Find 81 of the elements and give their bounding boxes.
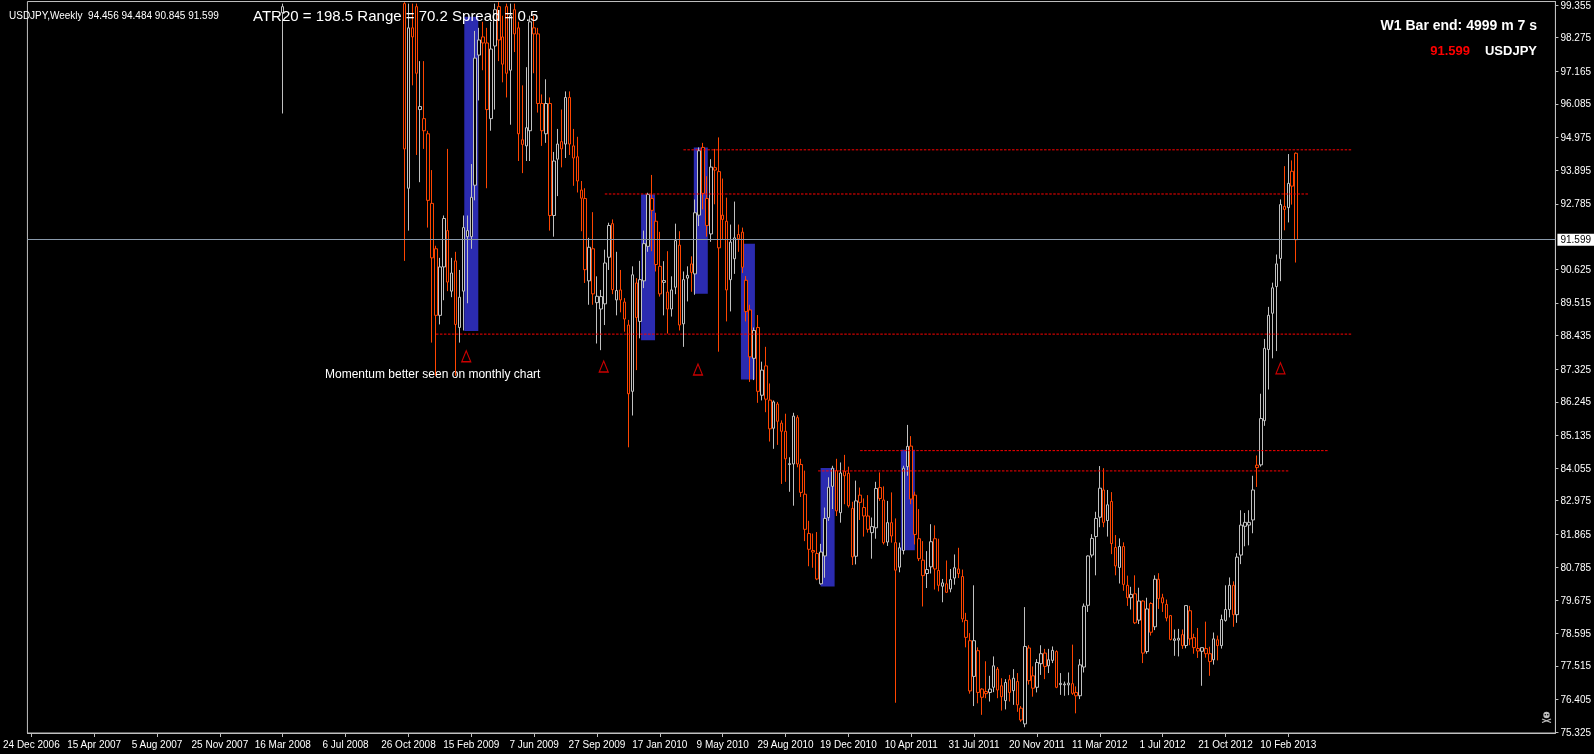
candlestick <box>611 218 614 295</box>
candlestick <box>894 517 897 704</box>
x-tick-label: 17 Jan 2010 <box>632 738 688 750</box>
x-tick-label: 20 Nov 2011 <box>1008 738 1066 750</box>
y-tick-label: 93.895 <box>1560 164 1592 176</box>
candlestick <box>854 480 858 565</box>
x-tick-label: 21 Oct 2012 <box>1198 738 1254 750</box>
candlestick <box>776 401 779 446</box>
y-tick-label: 99.355 <box>1560 0 1592 11</box>
candlestick <box>725 197 728 322</box>
candlestick <box>792 412 795 507</box>
y-tick-label: 97.165 <box>1560 65 1592 77</box>
y-tick-label: 92.785 <box>1560 198 1592 210</box>
y-tick-label: 81.865 <box>1560 528 1592 540</box>
candlestick <box>1004 678 1007 710</box>
x-tick-label: 10 Apr 2011 <box>884 738 939 750</box>
candlestick <box>784 413 787 483</box>
candlestick <box>1177 628 1180 657</box>
candlestick <box>615 251 618 316</box>
x-tick-label: 29 Aug 2010 <box>757 738 815 750</box>
candlestick <box>1043 648 1047 680</box>
candlestick <box>568 90 571 156</box>
candlestick <box>1110 491 1113 555</box>
y-tick-label: 89.515 <box>1560 297 1592 309</box>
x-tick-label: 27 Sep 2009 <box>568 738 626 750</box>
candlestick <box>1122 541 1125 592</box>
candlestick <box>1294 151 1298 264</box>
ref-line-label: 91.599 <box>1560 234 1592 246</box>
x-tick-label: 5 Aug 2007 <box>131 738 183 750</box>
x-tick-label: 16 Mar 2008 <box>254 738 312 750</box>
y-tick-label: 76.405 <box>1560 694 1592 706</box>
y-tick-label: 84.055 <box>1560 462 1592 474</box>
x-tick-label: 11 Mar 2012 <box>1072 738 1128 750</box>
y-tick-label: 87.325 <box>1560 363 1592 375</box>
candlestick <box>756 314 760 404</box>
candlestick <box>650 174 654 252</box>
y-tick-label: 85.135 <box>1560 429 1592 441</box>
x-tick-label: 7 Jun 2009 <box>509 738 560 750</box>
x-tick-label: 26 Oct 2008 <box>381 738 437 750</box>
x-tick-label: 24 Dec 2006 <box>2 738 61 750</box>
candlestick <box>972 584 976 707</box>
y-tick-label: 96.085 <box>1560 98 1592 110</box>
candlestick <box>666 250 669 335</box>
y-tick-label: 82.975 <box>1560 495 1592 507</box>
y-tick-label: 98.275 <box>1560 32 1592 44</box>
candlestick <box>717 136 721 353</box>
annotation: Momentum better seen on monthly chart <box>325 367 542 381</box>
y-tick-label: 77.515 <box>1560 660 1592 672</box>
candlestick <box>815 531 819 581</box>
x-tick-label: 25 Nov 2007 <box>191 738 249 750</box>
x-tick-label: 31 Jul 2011 <box>948 738 1000 750</box>
y-tick-label: 79.675 <box>1560 595 1592 607</box>
candlestick <box>890 491 893 544</box>
candlestick <box>1133 574 1137 625</box>
y-tick-label: 90.625 <box>1560 263 1592 275</box>
y-tick-label: 88.435 <box>1560 329 1592 341</box>
candlestick <box>741 227 744 274</box>
candlestick <box>623 297 626 333</box>
candlestick <box>1271 282 1274 359</box>
candlestick <box>933 524 937 591</box>
x-tick-label: 15 Feb 2009 <box>443 738 500 750</box>
y-tick-label: 80.785 <box>1560 561 1592 573</box>
candlestick <box>1184 605 1188 649</box>
x-tick-label: 10 Feb 2013 <box>1260 738 1317 750</box>
y-tick-label: 78.595 <box>1560 627 1592 639</box>
annotation: USDJPY <box>1484 43 1538 58</box>
candlestick <box>1275 254 1278 352</box>
candlestick <box>686 265 689 302</box>
annotation: 91.599 <box>1430 43 1470 58</box>
x-tick-label: 19 Dec 2010 <box>820 738 878 750</box>
x-tick-label: 15 Apr 2007 <box>67 738 122 750</box>
y-tick-label: 75.325 <box>1560 726 1592 738</box>
x-tick-label: 1 Jul 2012 <box>1139 738 1187 750</box>
candlestick <box>1023 606 1027 728</box>
x-tick-label: 6 Jul 2008 <box>322 738 370 750</box>
x-tick-label: 9 May 2010 <box>696 738 750 750</box>
y-tick-label: 86.245 <box>1560 396 1592 408</box>
candlestick <box>462 214 465 331</box>
annotation: W1 Bar end: 4999 m 7 s <box>1380 17 1538 33</box>
y-tick-label: 94.975 <box>1560 132 1592 144</box>
candlestick <box>1126 575 1129 607</box>
